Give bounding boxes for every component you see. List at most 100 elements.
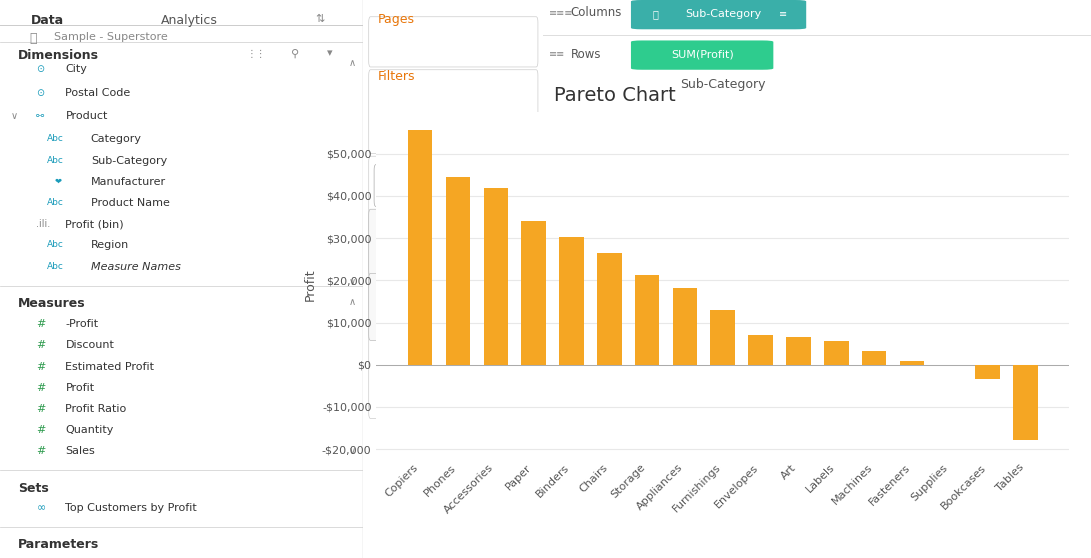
Text: ⚲: ⚲ xyxy=(290,49,299,59)
Text: ⊙: ⊙ xyxy=(36,88,45,98)
FancyBboxPatch shape xyxy=(369,273,422,340)
Text: #: # xyxy=(36,362,46,372)
Text: Dimensions: Dimensions xyxy=(19,49,99,61)
Text: Abc: Abc xyxy=(47,134,64,143)
FancyBboxPatch shape xyxy=(631,0,806,29)
Text: ∞: ∞ xyxy=(36,503,46,513)
Bar xyxy=(483,189,508,365)
Text: #: # xyxy=(36,340,46,350)
Bar xyxy=(446,177,470,365)
Text: Automatic: Automatic xyxy=(427,178,483,188)
Text: Category: Category xyxy=(91,134,142,145)
Bar xyxy=(408,130,432,365)
Text: ⎕: ⎕ xyxy=(449,296,457,306)
Text: Estimated Profit: Estimated Profit xyxy=(65,362,155,372)
Text: Abc: Abc xyxy=(47,198,64,207)
Text: Parameters: Parameters xyxy=(19,538,99,551)
Text: Sub-Category: Sub-Category xyxy=(91,156,167,166)
Bar xyxy=(748,335,772,365)
Text: #: # xyxy=(36,446,46,456)
FancyBboxPatch shape xyxy=(369,209,422,276)
Text: Product Name: Product Name xyxy=(91,198,170,208)
Text: T: T xyxy=(507,232,514,242)
Bar xyxy=(824,341,849,365)
FancyBboxPatch shape xyxy=(374,165,532,206)
Text: Filters: Filters xyxy=(377,70,416,83)
Text: ○: ○ xyxy=(448,232,458,242)
Text: Sample - Superstore: Sample - Superstore xyxy=(55,32,168,42)
FancyBboxPatch shape xyxy=(631,41,774,70)
Text: Postal Code: Postal Code xyxy=(65,88,131,98)
Text: Measure Names: Measure Names xyxy=(91,262,181,272)
Text: Analytics: Analytics xyxy=(160,14,217,27)
Text: ≡: ≡ xyxy=(779,9,787,19)
Text: Columns: Columns xyxy=(571,6,622,19)
Text: Measures: Measures xyxy=(19,297,86,310)
Text: ⇅: ⇅ xyxy=(315,14,324,24)
FancyBboxPatch shape xyxy=(484,209,538,276)
Bar xyxy=(787,337,811,365)
Text: Pareto Chart: Pareto Chart xyxy=(554,86,676,105)
Text: ∧: ∧ xyxy=(349,297,356,307)
Text: Sub-Category: Sub-Category xyxy=(680,78,766,91)
Text: #: # xyxy=(36,319,46,329)
Text: ⋯⋯: ⋯⋯ xyxy=(385,296,407,306)
FancyBboxPatch shape xyxy=(369,17,538,67)
Text: ▾: ▾ xyxy=(521,176,528,190)
Text: #: # xyxy=(36,383,46,393)
Text: ∧: ∧ xyxy=(349,58,356,68)
Text: ‖‖‖: ‖‖‖ xyxy=(392,179,405,187)
Text: Rows: Rows xyxy=(571,48,601,61)
Text: Abc: Abc xyxy=(47,262,64,271)
Text: City: City xyxy=(65,64,87,74)
FancyBboxPatch shape xyxy=(427,209,480,276)
Bar xyxy=(597,253,622,365)
Text: 〈: 〈 xyxy=(29,32,37,45)
Text: ∨: ∨ xyxy=(11,111,19,121)
Text: Abc: Abc xyxy=(47,240,64,249)
Text: Sub-Category: Sub-Category xyxy=(686,9,762,19)
Text: ❤: ❤ xyxy=(55,177,61,186)
Text: Quantity: Quantity xyxy=(65,425,113,435)
Text: ∨: ∨ xyxy=(349,277,356,287)
Text: Color: Color xyxy=(383,259,408,269)
Bar xyxy=(560,237,584,365)
Text: Sales: Sales xyxy=(65,446,95,456)
Bar xyxy=(673,288,697,365)
FancyBboxPatch shape xyxy=(369,70,538,153)
FancyBboxPatch shape xyxy=(369,156,538,418)
Text: .ili.: .ili. xyxy=(36,219,50,229)
Text: Data: Data xyxy=(31,14,63,27)
Text: #: # xyxy=(36,425,46,435)
Text: Top Customers by Profit: Top Customers by Profit xyxy=(65,503,197,513)
Text: Size: Size xyxy=(443,259,464,269)
Text: ⬜: ⬜ xyxy=(652,9,659,19)
Y-axis label: Profit: Profit xyxy=(303,268,316,301)
Bar xyxy=(862,351,886,365)
Text: ⊙: ⊙ xyxy=(36,64,45,74)
Bar xyxy=(900,360,924,365)
Text: -Profit: -Profit xyxy=(65,319,98,329)
Text: ●●
●●: ●● ●● xyxy=(386,227,406,248)
Text: ⋮⋮: ⋮⋮ xyxy=(247,49,266,59)
Text: Pages: Pages xyxy=(377,13,415,26)
Text: SUM(Profit): SUM(Profit) xyxy=(671,50,733,59)
Text: Marks: Marks xyxy=(377,156,415,169)
Text: Profit Ratio: Profit Ratio xyxy=(65,404,127,414)
Bar xyxy=(975,365,999,379)
Text: Profit: Profit xyxy=(65,383,95,393)
Text: ⚯: ⚯ xyxy=(36,111,45,121)
Text: ∨: ∨ xyxy=(349,446,356,456)
Text: ≡≡≡: ≡≡≡ xyxy=(549,8,573,17)
Text: #: # xyxy=(36,404,46,414)
Bar xyxy=(1014,365,1038,440)
Text: Label: Label xyxy=(497,259,524,269)
Text: Profit (bin): Profit (bin) xyxy=(65,219,124,229)
Text: ▾: ▾ xyxy=(327,49,333,59)
Text: Discount: Discount xyxy=(65,340,115,350)
Text: Manufacturer: Manufacturer xyxy=(91,177,166,187)
Text: Region: Region xyxy=(91,240,129,251)
Text: Detail: Detail xyxy=(381,323,410,333)
Text: Product: Product xyxy=(65,111,108,121)
Text: Sets: Sets xyxy=(19,482,49,494)
